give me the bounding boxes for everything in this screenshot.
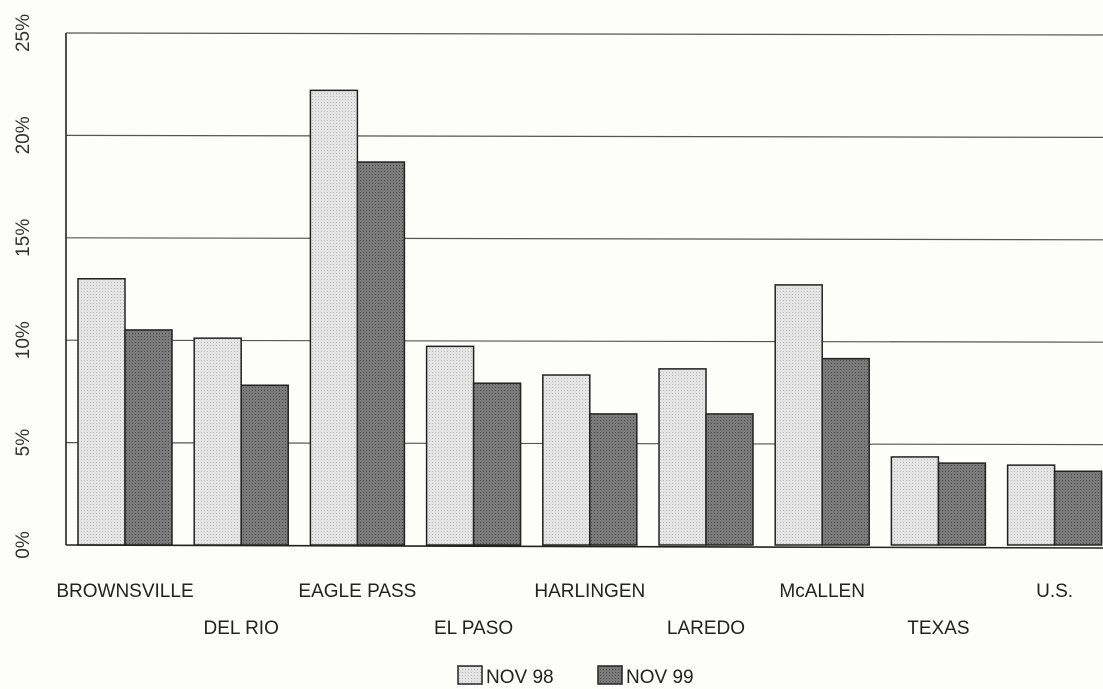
bar bbox=[1053, 470, 1103, 546]
bar bbox=[77, 278, 126, 546]
bar bbox=[542, 374, 591, 546]
bar bbox=[193, 337, 242, 546]
bar bbox=[309, 89, 359, 546]
bar bbox=[774, 284, 823, 546]
bar bbox=[425, 345, 475, 546]
bar bbox=[472, 382, 522, 546]
bar bbox=[240, 384, 289, 546]
axes bbox=[65, 33, 1103, 549]
bar bbox=[821, 357, 870, 546]
x-tick-label: DEL RIO bbox=[204, 618, 279, 639]
labels: 0% 5% 10% 15% 20% 25% BROWNSVILLE DEL RIO EAGLE … bbox=[13, 14, 1073, 639]
x-tick-label: U.S. bbox=[1036, 581, 1073, 602]
bar bbox=[705, 413, 754, 546]
bars bbox=[77, 89, 1103, 546]
legend: NOV 98 NOV 99 bbox=[457, 665, 694, 688]
bar bbox=[937, 462, 987, 546]
x-tick-label: BROWNSVILLE bbox=[56, 581, 193, 602]
bar bbox=[124, 329, 173, 546]
bar bbox=[589, 413, 638, 546]
x-axis bbox=[65, 544, 1103, 549]
x-tick-label: TEXAS bbox=[907, 618, 969, 639]
gridline bbox=[65, 32, 1103, 36]
y-tick-label: 15% bbox=[13, 219, 34, 257]
y-tick-label: 5% bbox=[13, 429, 34, 457]
gridline bbox=[65, 237, 1103, 241]
y-tick-label: 20% bbox=[13, 116, 34, 154]
y-tick-label: 0% bbox=[13, 531, 34, 559]
x-tick-label: HARLINGEN bbox=[534, 581, 645, 602]
y-tick-label: 10% bbox=[13, 321, 34, 359]
x-tick-label: EAGLE PASS bbox=[298, 581, 416, 602]
bar bbox=[890, 456, 940, 546]
gridline bbox=[65, 134, 1103, 138]
legend-label: NOV 98 bbox=[486, 667, 554, 688]
bar bbox=[658, 368, 707, 546]
bar bbox=[356, 161, 406, 546]
x-tick-label: McALLEN bbox=[779, 581, 865, 602]
legend-label: NOV 99 bbox=[626, 667, 694, 688]
bar bbox=[1006, 464, 1056, 546]
y-tick-label: 25% bbox=[13, 14, 34, 52]
legend-swatch bbox=[457, 665, 483, 685]
legend-swatch bbox=[597, 665, 623, 685]
x-tick-label: LAREDO bbox=[667, 618, 745, 639]
x-tick-label: EL PASO bbox=[434, 618, 513, 639]
